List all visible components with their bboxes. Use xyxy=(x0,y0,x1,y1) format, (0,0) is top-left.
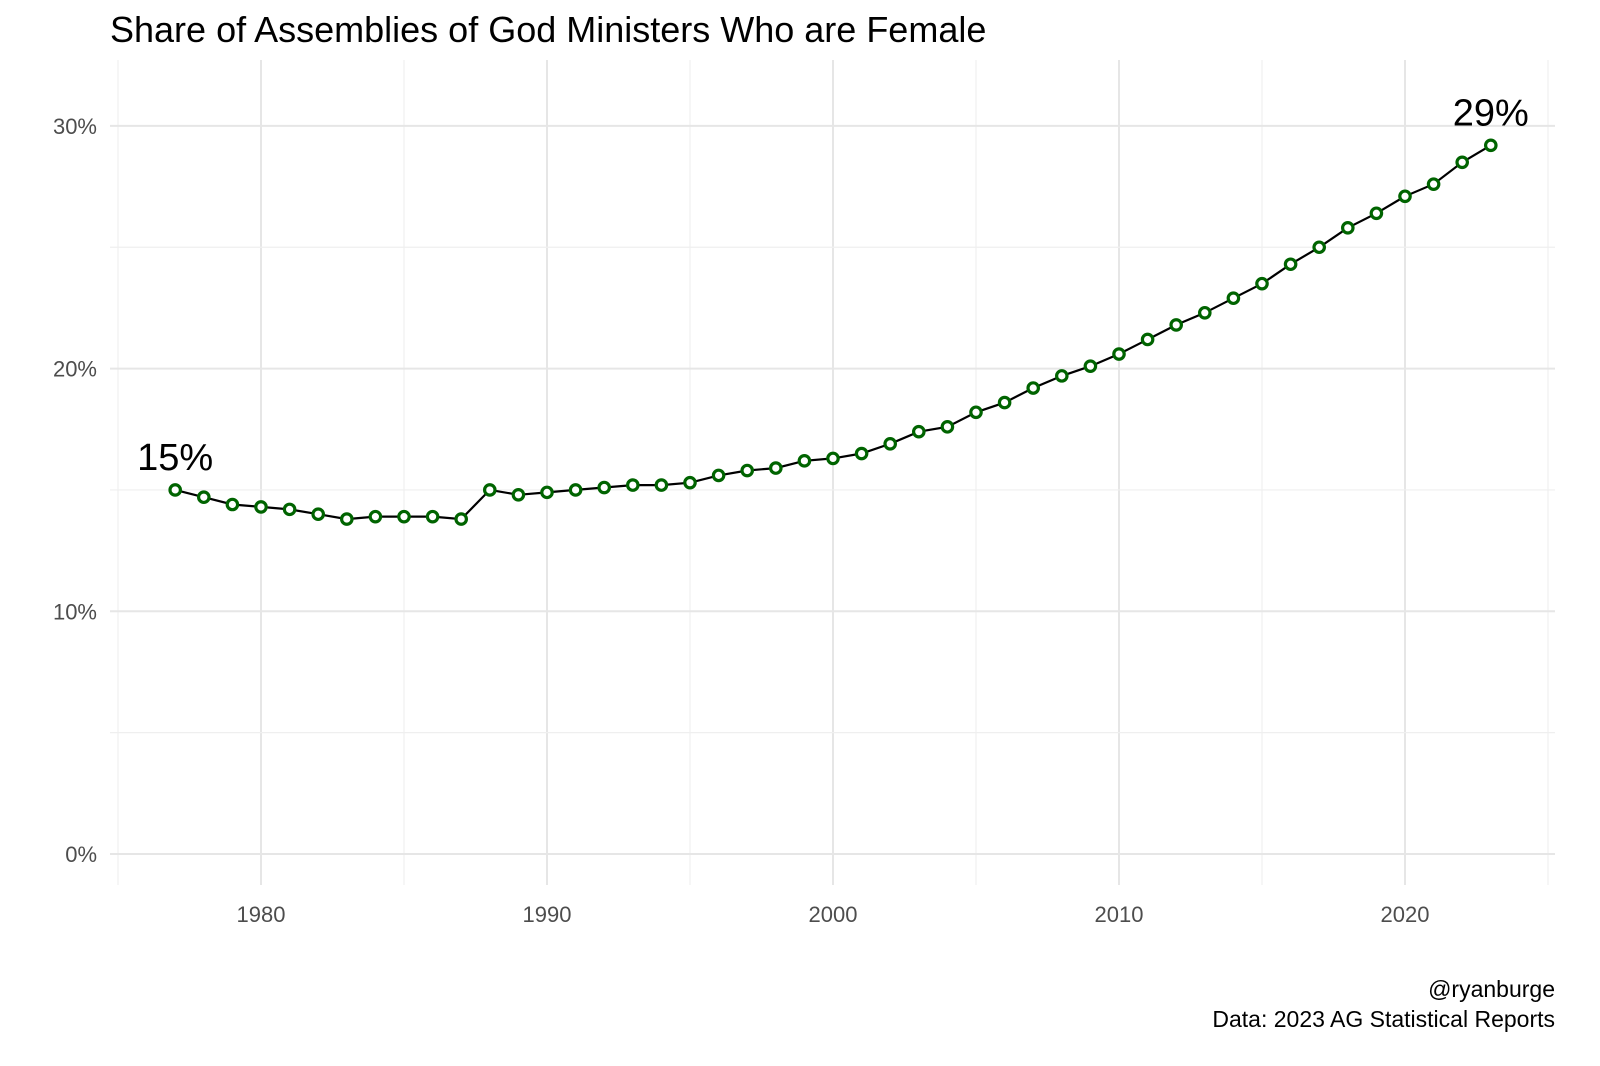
data-label-1977: 15% xyxy=(137,437,213,479)
data-point-1989 xyxy=(511,488,526,502)
data-point-2010 xyxy=(1112,347,1126,361)
x-tick-label: 1980 xyxy=(237,902,286,927)
data-point-1979 xyxy=(225,497,240,512)
data-point-2001 xyxy=(854,446,869,461)
data-point-2005 xyxy=(969,405,983,420)
data-point-2014 xyxy=(1226,291,1241,306)
x-tick-label: 2010 xyxy=(1095,902,1144,927)
data-point-1997 xyxy=(740,463,754,478)
x-tick-label: 2000 xyxy=(809,902,858,927)
data-point-1991 xyxy=(568,483,583,497)
data-point-2022 xyxy=(1455,155,1469,170)
data-point-1977 xyxy=(168,483,182,497)
y-tick-label: 0% xyxy=(65,842,97,867)
data-point-1990 xyxy=(540,485,554,500)
data-point-1996 xyxy=(711,468,726,483)
data-point-2019 xyxy=(1369,206,1384,221)
data-point-1985 xyxy=(397,509,411,524)
data-point-1995 xyxy=(683,475,697,490)
data-point-2020 xyxy=(1398,189,1412,204)
data-point-2017 xyxy=(1312,240,1326,255)
data-point-1983 xyxy=(339,512,354,526)
data-point-2008 xyxy=(1055,369,1069,383)
y-tick-label: 10% xyxy=(53,599,97,624)
data-point-2016 xyxy=(1283,257,1298,272)
data-point-1994 xyxy=(654,478,669,492)
y-tick-label: 20% xyxy=(53,357,97,382)
data-point-2007 xyxy=(1026,381,1040,395)
chart-title: Share of Assemblies of God Ministers Who… xyxy=(110,9,986,50)
data-label-2023: 29% xyxy=(1453,92,1529,134)
data-point-2018 xyxy=(1341,221,1355,235)
x-tick-label: 1990 xyxy=(523,902,572,927)
data-point-2004 xyxy=(940,420,955,434)
data-point-2013 xyxy=(1198,305,1212,320)
caption-source: Data: 2023 AG Statistical Reports xyxy=(1212,1006,1555,1032)
data-point-1999 xyxy=(797,454,812,468)
data-point-1978 xyxy=(197,490,211,505)
data-point-2021 xyxy=(1426,177,1441,191)
data-point-1982 xyxy=(311,507,325,522)
data-point-2000 xyxy=(826,451,840,466)
data-point-1986 xyxy=(425,509,440,524)
data-point-2015 xyxy=(1255,276,1269,291)
x-tick-label: 2020 xyxy=(1381,902,1430,927)
caption-handle: @ryanburge xyxy=(1428,976,1555,1002)
data-point-1984 xyxy=(368,509,383,524)
data-point-1998 xyxy=(768,461,783,475)
data-point-1992 xyxy=(597,480,611,495)
data-point-1993 xyxy=(625,478,640,492)
data-point-1987 xyxy=(454,512,468,526)
data-point-2012 xyxy=(1169,318,1183,332)
data-point-2002 xyxy=(883,437,897,451)
data-points xyxy=(168,138,1498,526)
data-point-1980 xyxy=(254,500,268,514)
data-point-2011 xyxy=(1140,332,1155,347)
data-point-2023 xyxy=(1484,138,1498,153)
data-point-1981 xyxy=(282,502,297,517)
data-point-1988 xyxy=(482,483,497,497)
data-point-2006 xyxy=(997,395,1012,410)
y-tick-label: 30% xyxy=(53,114,97,139)
grid xyxy=(110,60,1555,885)
data-point-2003 xyxy=(911,424,926,439)
x-axis-tick-labels: 1980 1990 2000 2010 2020 xyxy=(237,902,1430,927)
data-point-2009 xyxy=(1083,359,1098,373)
y-axis-tick-labels: 0% 10% 20% 30% xyxy=(53,114,97,867)
data-annotations: 15% 29% xyxy=(137,92,1529,479)
